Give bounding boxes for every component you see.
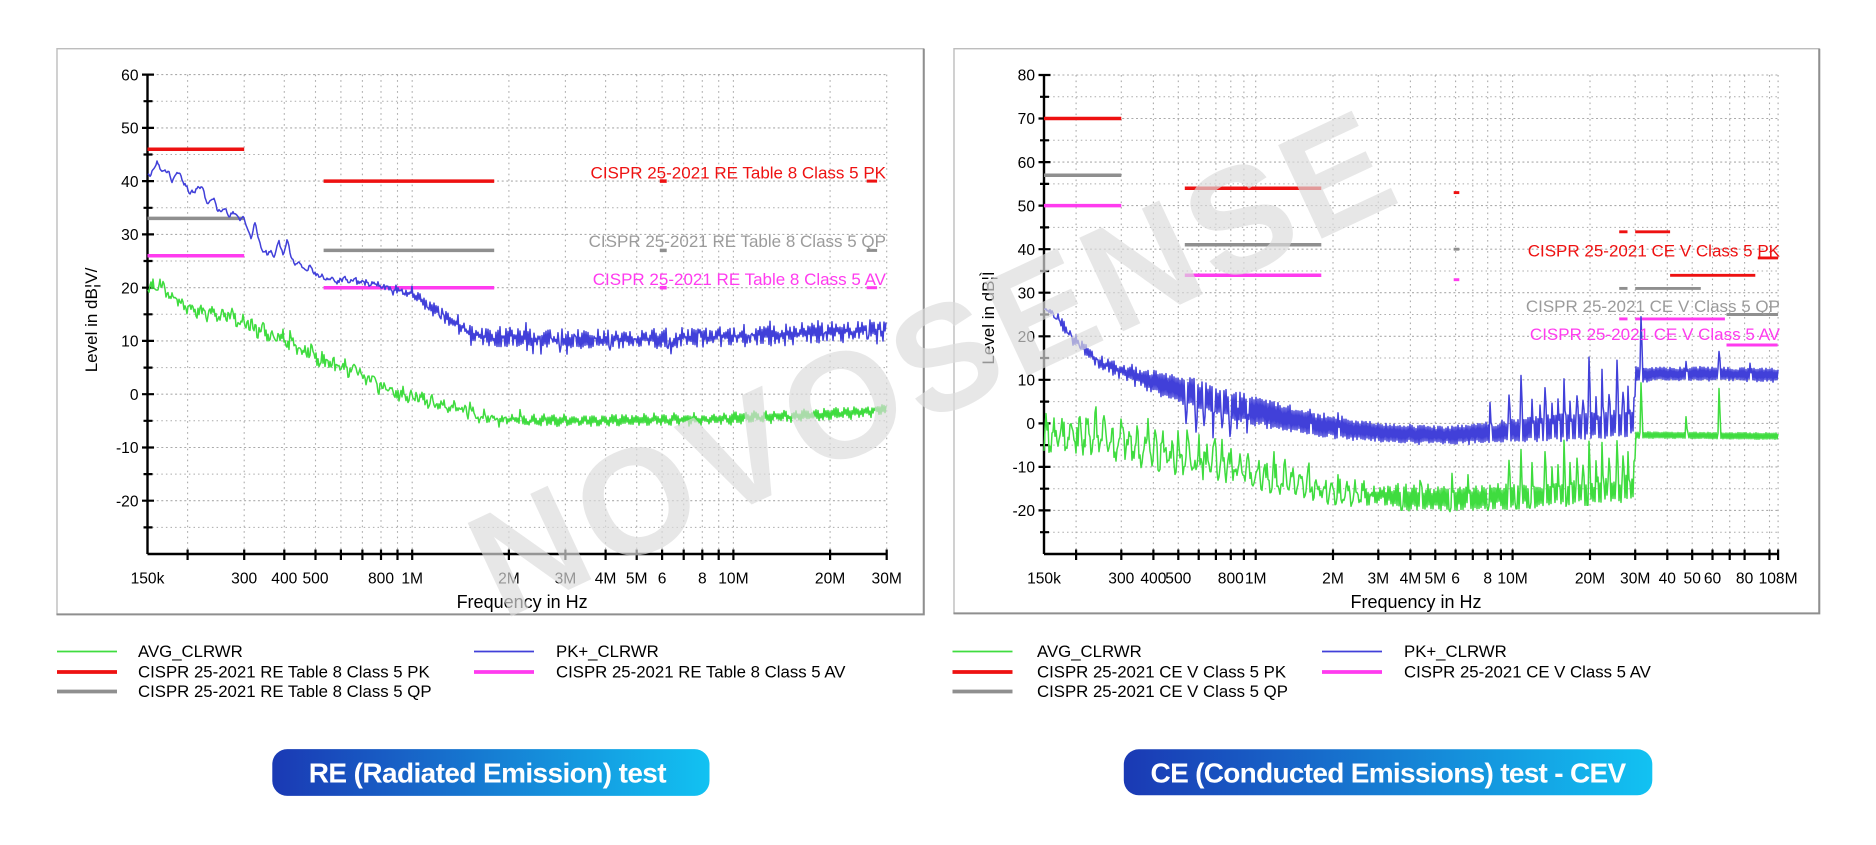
svg-text:5M: 5M — [626, 571, 648, 588]
svg-text:40: 40 — [1659, 571, 1677, 588]
svg-text:10M: 10M — [718, 571, 748, 588]
svg-text:800: 800 — [1218, 571, 1244, 588]
svg-text:400: 400 — [1140, 571, 1166, 588]
svg-text:1M: 1M — [401, 571, 423, 588]
svg-text:500: 500 — [302, 571, 328, 588]
svg-text:4M: 4M — [1400, 571, 1422, 588]
svg-text:60: 60 — [1704, 571, 1722, 588]
svg-text:CISPR 25-2021 RE Table 8 Class: CISPR 25-2021 RE Table 8 Class 5 PK — [138, 663, 430, 682]
svg-text:5M: 5M — [1424, 571, 1446, 588]
svg-text:PK+_CLRWR: PK+_CLRWR — [1404, 642, 1507, 661]
svg-text:70: 70 — [1018, 111, 1036, 128]
svg-text:60: 60 — [1018, 155, 1036, 172]
svg-text:500: 500 — [1165, 571, 1191, 588]
svg-text:400: 400 — [271, 571, 297, 588]
svg-text:1M: 1M — [1245, 571, 1267, 588]
svg-text:20M: 20M — [815, 571, 845, 588]
svg-text:50: 50 — [121, 121, 139, 138]
svg-text:50: 50 — [1018, 198, 1036, 215]
svg-text:-20: -20 — [116, 493, 139, 510]
svg-text:150k: 150k — [131, 571, 165, 588]
svg-text:80: 80 — [1736, 571, 1754, 588]
svg-text:20: 20 — [1018, 329, 1036, 346]
svg-text:RE (Radiated Emission) test: RE (Radiated Emission) test — [309, 758, 666, 789]
svg-text:800: 800 — [368, 571, 394, 588]
svg-text:8: 8 — [698, 571, 707, 588]
svg-text:CISPR 25-2021 CE V Class 5 PK: CISPR 25-2021 CE V Class 5 PK — [1037, 663, 1286, 682]
svg-text:AVG_CLRWR: AVG_CLRWR — [1037, 642, 1142, 661]
svg-text:80: 80 — [1018, 68, 1036, 85]
svg-text:2M: 2M — [498, 571, 520, 588]
svg-text:0: 0 — [1026, 416, 1035, 433]
svg-text:6: 6 — [1451, 571, 1460, 588]
svg-text:10: 10 — [1018, 373, 1036, 390]
svg-text:30: 30 — [1018, 285, 1036, 302]
svg-text:30M: 30M — [872, 571, 902, 588]
svg-text:10M: 10M — [1497, 571, 1527, 588]
svg-text:10: 10 — [121, 334, 139, 351]
svg-text:50: 50 — [1684, 571, 1702, 588]
svg-text:CE (Conducted Emissions) test: CE (Conducted Emissions) test - CEV — [1151, 757, 1627, 788]
svg-text:CISPR 25-2021 CE V Class 5 AV: CISPR 25-2021 CE V Class 5 AV — [1530, 325, 1781, 344]
svg-text:Level in dB¦Ì: Level in dB¦Ì — [979, 271, 998, 364]
svg-text:300: 300 — [1108, 571, 1134, 588]
svg-text:6: 6 — [658, 571, 667, 588]
svg-text:CISPR 25-2021 RE Table 8 Class: CISPR 25-2021 RE Table 8 Class 5 QP — [589, 232, 886, 251]
svg-text:CISPR 25-2021 RE Table 8 Class: CISPR 25-2021 RE Table 8 Class 5 PK — [591, 164, 887, 183]
svg-text:300: 300 — [231, 571, 257, 588]
svg-text:PK+_CLRWR: PK+_CLRWR — [556, 642, 659, 661]
svg-text:108M: 108M — [1759, 571, 1798, 588]
svg-text:60: 60 — [121, 67, 139, 84]
svg-text:3M: 3M — [555, 571, 577, 588]
svg-text:CISPR 25-2021 RE Table 8 Class: CISPR 25-2021 RE Table 8 Class 5 AV — [556, 663, 846, 682]
svg-text:40: 40 — [121, 174, 139, 191]
svg-text:30: 30 — [121, 227, 139, 244]
svg-text:Frequency in Hz: Frequency in Hz — [1350, 592, 1481, 612]
svg-text:20M: 20M — [1575, 571, 1605, 588]
svg-text:30M: 30M — [1620, 571, 1650, 588]
svg-text:CISPR 25-2021 RE Table 8 Class: CISPR 25-2021 RE Table 8 Class 5 QP — [138, 682, 432, 701]
svg-text:Level in dB¦V/: Level in dB¦V/ — [82, 267, 101, 372]
svg-text:4M: 4M — [595, 571, 617, 588]
svg-text:-10: -10 — [116, 440, 139, 457]
svg-text:0: 0 — [130, 387, 139, 404]
svg-text:CISPR 25-2021 CE V Class 5 PK: CISPR 25-2021 CE V Class 5 PK — [1528, 242, 1781, 261]
svg-text:8: 8 — [1483, 571, 1492, 588]
svg-text:Frequency in Hz: Frequency in Hz — [457, 592, 588, 612]
svg-text:150k: 150k — [1027, 571, 1061, 588]
svg-text:20: 20 — [121, 280, 139, 297]
svg-text:40: 40 — [1018, 242, 1036, 259]
svg-text:CISPR 25-2021 CE V Class 5 QP: CISPR 25-2021 CE V Class 5 QP — [1526, 297, 1780, 316]
svg-text:-10: -10 — [1012, 460, 1035, 477]
svg-text:-20: -20 — [1012, 503, 1035, 520]
svg-text:AVG_CLRWR: AVG_CLRWR — [138, 642, 243, 661]
svg-text:3M: 3M — [1367, 571, 1389, 588]
svg-text:CISPR 25-2021 CE V Class 5 QP: CISPR 25-2021 CE V Class 5 QP — [1037, 682, 1288, 701]
svg-text:2M: 2M — [1322, 571, 1344, 588]
svg-text:CISPR 25-2021 CE V Class 5 AV: CISPR 25-2021 CE V Class 5 AV — [1404, 663, 1652, 682]
svg-text:CISPR 25-2021 RE Table 8 Class: CISPR 25-2021 RE Table 8 Class 5 AV — [593, 270, 887, 289]
